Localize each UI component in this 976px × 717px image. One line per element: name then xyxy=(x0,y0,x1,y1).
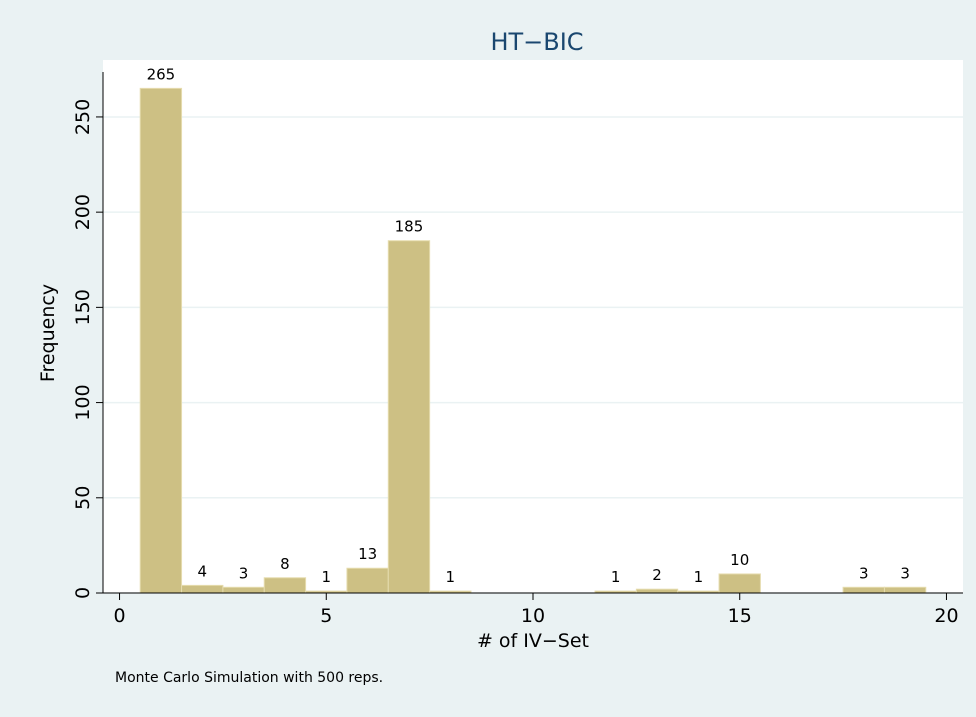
value-label: 265 xyxy=(147,65,176,83)
value-label: 10 xyxy=(730,551,749,569)
value-label: 4 xyxy=(197,562,207,580)
bar xyxy=(883,586,927,594)
value-label: 185 xyxy=(395,218,424,236)
bar xyxy=(842,586,885,594)
value-label: 1 xyxy=(446,568,456,586)
note: Monte Carlo Simulation with 500 reps. xyxy=(115,670,383,686)
value-label: 1 xyxy=(611,568,621,586)
plot-area xyxy=(103,60,963,593)
y-tick-label: 150 xyxy=(72,289,94,325)
value-label: 3 xyxy=(859,564,869,582)
value-label: 13 xyxy=(358,545,377,563)
x-tick-label: 10 xyxy=(521,605,545,627)
plot: 0 50 100 150 200 250 0 5 10 15 20 265 4 3 8 1 13 185 1 1 2 1 1… xyxy=(72,65,963,627)
bar xyxy=(635,588,679,594)
chart-title: HT−BIC xyxy=(490,28,583,56)
bar xyxy=(222,586,265,594)
y-tick-label: 200 xyxy=(72,194,94,230)
value-label: 3 xyxy=(239,564,249,582)
bar xyxy=(263,577,307,594)
value-label: 2 xyxy=(652,566,662,584)
value-label: 8 xyxy=(280,555,290,573)
bar xyxy=(387,240,431,594)
x-tick-label: 15 xyxy=(728,605,752,627)
x-tick-label: 0 xyxy=(113,605,125,627)
x-tick-label: 20 xyxy=(934,605,958,627)
bar xyxy=(139,87,183,594)
y-tick-label: 250 xyxy=(72,99,94,135)
y-tick-label: 50 xyxy=(72,486,94,510)
value-label: 1 xyxy=(694,568,704,586)
y-tick-label: 100 xyxy=(72,384,94,420)
x-axis-label: # of IV−Set xyxy=(477,630,589,652)
bar xyxy=(346,567,389,594)
y-axis-label: Frequency xyxy=(37,284,59,382)
value-label: 1 xyxy=(321,568,331,586)
x-tick-label: 5 xyxy=(320,605,332,627)
value-label: 3 xyxy=(900,564,910,582)
y-tick-label: 0 xyxy=(72,587,94,599)
bar xyxy=(718,573,761,594)
bar xyxy=(181,584,224,594)
